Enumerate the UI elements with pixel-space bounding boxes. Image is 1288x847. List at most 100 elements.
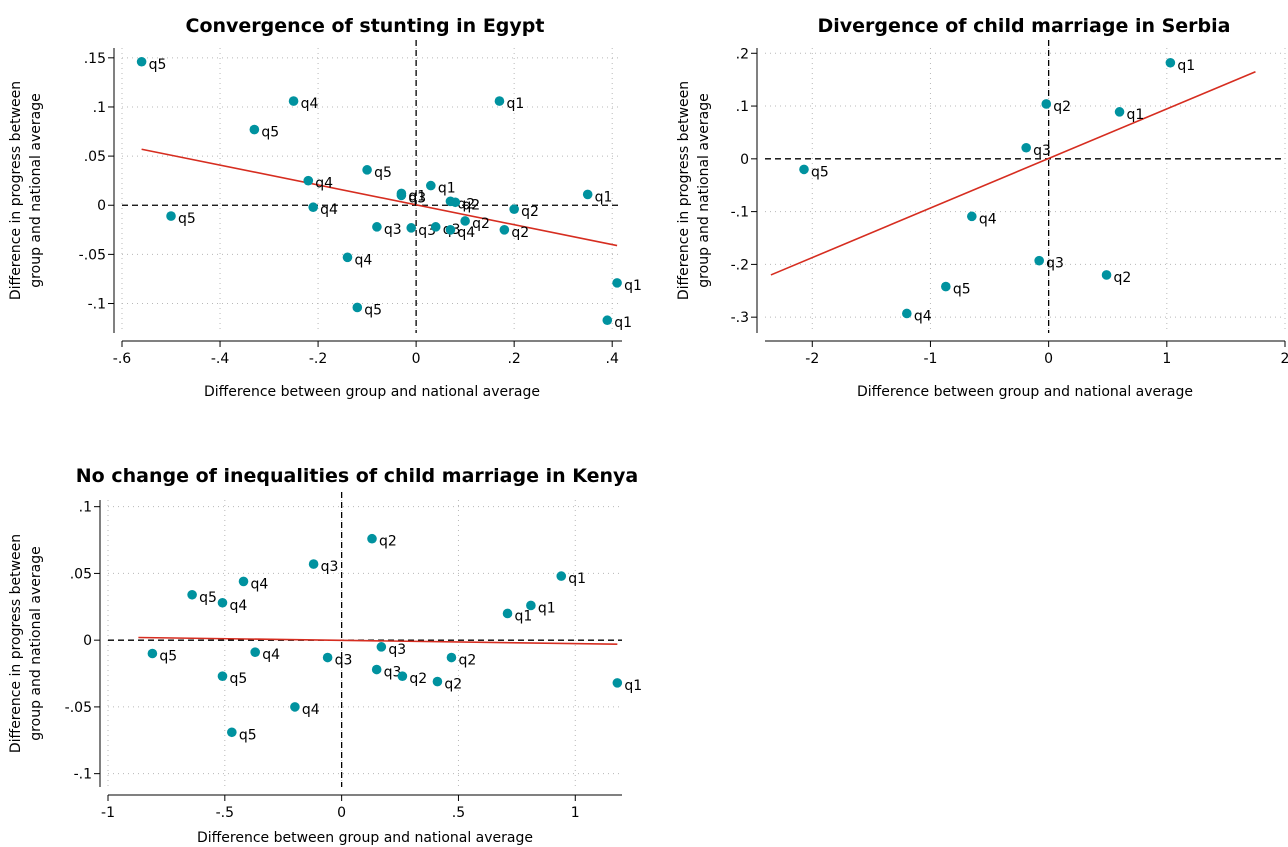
data-point-label: q5 — [178, 211, 196, 227]
fitted-line — [138, 636, 618, 645]
y-tick-label: .1 — [736, 99, 749, 115]
y-axis-label: Difference in progress between — [8, 534, 24, 753]
data-point-label: q2 — [511, 225, 529, 241]
data-point-label: q3 — [388, 642, 406, 658]
x-tick-label: 0 — [1044, 351, 1053, 367]
y-tick-label: .15 — [84, 51, 106, 67]
x-tick-label: 2 — [1281, 351, 1288, 367]
data-point — [902, 308, 912, 319]
data-point-label: q3 — [1033, 143, 1051, 159]
y-tick-label: -.1 — [731, 205, 749, 221]
y-axis-label: group and national average — [28, 546, 44, 740]
data-point-label: q1 — [1127, 107, 1145, 123]
data-point-label: q4 — [315, 176, 333, 192]
data-point-label: q5 — [199, 590, 217, 606]
x-tick-label: 1 — [571, 805, 580, 821]
data-point-label: q2 — [1053, 99, 1071, 115]
data-point — [941, 281, 951, 292]
data-point — [397, 671, 408, 682]
data-point — [371, 664, 382, 675]
data-point — [502, 608, 513, 619]
data-point — [288, 96, 299, 106]
data-point-label: q3 — [384, 222, 402, 238]
data-point-label: q1 — [624, 278, 642, 294]
x-tick-label: -2 — [805, 351, 819, 367]
data-point — [509, 204, 519, 214]
x-tick-label: 0 — [412, 351, 421, 367]
data-point-label: q1 — [515, 608, 533, 624]
chart-title: Divergence of child marriage in Serbia — [818, 15, 1231, 37]
data-point-label: q5 — [953, 282, 971, 298]
data-point-label: q5 — [229, 671, 247, 687]
data-point — [612, 678, 623, 688]
data-point-label: q1 — [568, 571, 586, 587]
data-point-label: q2 — [457, 196, 475, 212]
x-axis-label: Difference between group and national av… — [857, 384, 1193, 400]
data-point — [406, 223, 417, 233]
data-point-label: q2 — [458, 653, 476, 669]
data-point — [1165, 57, 1176, 68]
data-point-label: q1 — [1177, 58, 1195, 74]
x-tick-label: -.4 — [211, 351, 230, 367]
x-axis-label: Difference between group and national av… — [197, 830, 533, 846]
data-point — [1021, 142, 1031, 153]
y-tick-label: -.2 — [731, 257, 749, 273]
data-point — [967, 211, 977, 222]
data-point-label: q4 — [262, 647, 280, 663]
data-point-label: q2 — [521, 204, 539, 220]
x-tick-label: -.6 — [113, 351, 132, 367]
data-point-label: q1 — [538, 600, 556, 616]
data-point — [322, 652, 333, 663]
data-point — [1034, 255, 1044, 266]
data-point-label: q3 — [1046, 256, 1064, 272]
data-point — [396, 190, 407, 201]
data-point — [217, 671, 228, 682]
data-point — [446, 652, 457, 663]
x-tick-label: .4 — [606, 351, 619, 367]
data-point — [1114, 107, 1125, 117]
x-tick-label: -.2 — [309, 351, 327, 367]
data-point — [249, 124, 260, 135]
data-point-label: q5 — [149, 57, 167, 73]
y-tick-label: -.05 — [79, 247, 106, 263]
data-point-label: q3 — [384, 665, 402, 681]
data-point-label: q5 — [374, 165, 392, 181]
data-point — [526, 600, 536, 611]
data-point — [430, 222, 441, 232]
y-tick-label: 0 — [97, 198, 106, 214]
x-tick-label: 1 — [1162, 351, 1171, 367]
data-point-label: q4 — [302, 702, 320, 718]
data-point — [582, 189, 593, 200]
data-point-label: q3 — [408, 190, 426, 206]
data-point — [308, 559, 319, 569]
data-point — [426, 180, 436, 191]
y-tick-label: .1 — [79, 500, 92, 516]
data-point-label: q5 — [159, 649, 177, 665]
data-point — [494, 96, 505, 106]
y-axis-label: Difference in progress between — [8, 81, 24, 300]
y-tick-label: .1 — [93, 100, 106, 116]
data-point-label: q4 — [914, 308, 932, 324]
fitted-line — [141, 148, 618, 247]
data-point-label: q2 — [472, 216, 490, 232]
fitted-line — [770, 71, 1256, 276]
data-point-label: q1 — [408, 188, 426, 204]
y-tick-label: -.05 — [65, 700, 92, 716]
data-point — [460, 216, 470, 226]
data-point-label: q4 — [229, 598, 247, 614]
data-point — [602, 315, 613, 326]
data-point — [187, 589, 197, 600]
data-point — [147, 648, 158, 659]
x-tick-label: -1 — [923, 351, 937, 367]
data-point-label: q2 — [1114, 270, 1132, 286]
y-axis-label: Difference in progress between — [676, 81, 692, 300]
y-tick-label: .2 — [736, 46, 749, 62]
data-point-label: q4 — [251, 576, 269, 592]
data-point-label: q4 — [320, 202, 338, 218]
data-point — [799, 164, 809, 175]
data-point-label: q1 — [614, 315, 632, 331]
data-point — [367, 533, 377, 544]
y-tick-label: 0 — [740, 152, 749, 168]
data-point — [250, 647, 260, 657]
